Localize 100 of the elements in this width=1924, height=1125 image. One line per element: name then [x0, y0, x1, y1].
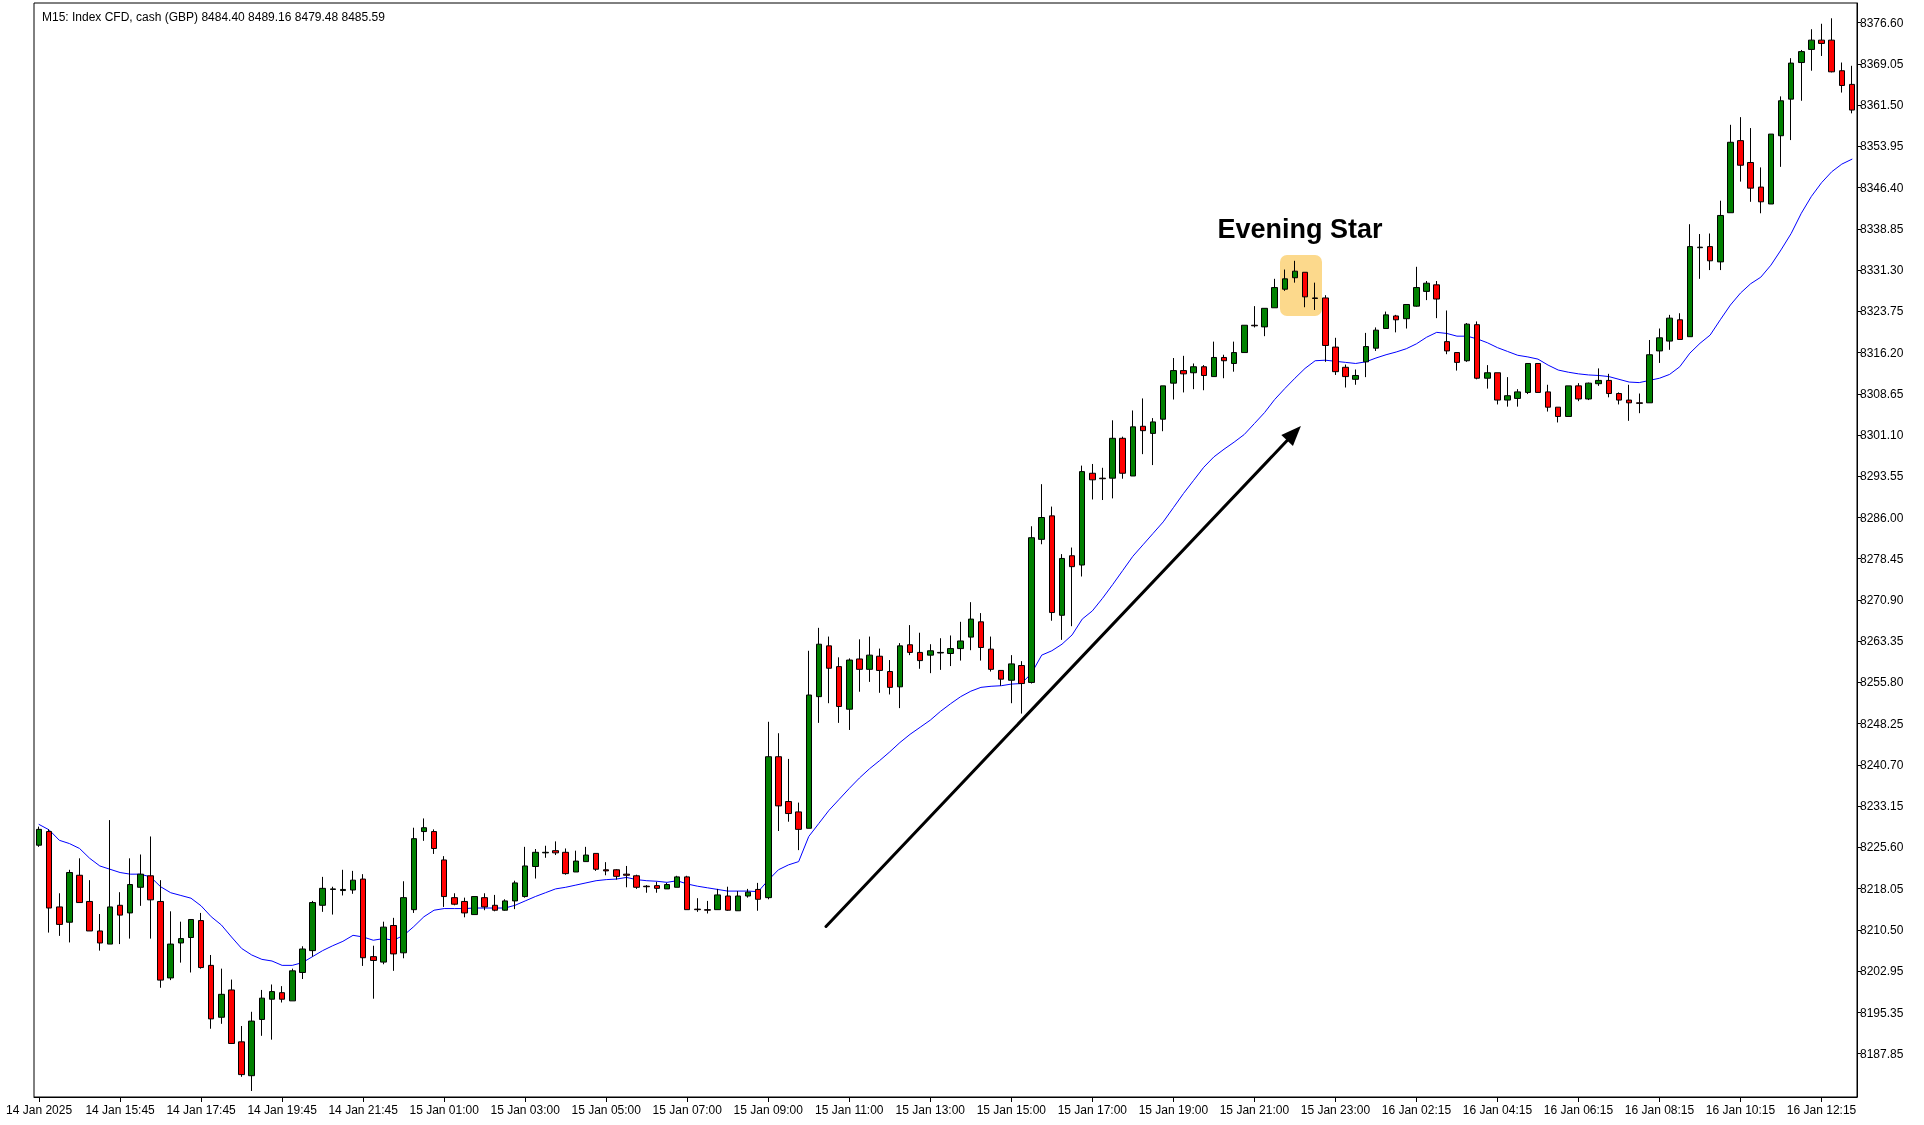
candlestick	[1393, 314, 1399, 333]
candlestick	[279, 985, 285, 1004]
candlestick	[1221, 354, 1227, 379]
candlestick	[937, 637, 944, 671]
candlestick	[350, 870, 356, 895]
candlestick	[1373, 326, 1379, 352]
candlestick	[633, 874, 640, 890]
x-tick-label: 16 Jan 10:15	[1705, 1103, 1776, 1117]
y-tick-label: 8346.40	[1860, 180, 1904, 195]
candlestick	[188, 918, 194, 973]
candlestick	[502, 898, 508, 912]
candlestick	[704, 900, 711, 914]
x-tick-label: 15 Jan 21:00	[1219, 1103, 1290, 1117]
candlestick	[461, 897, 468, 918]
candlestick	[1737, 116, 1744, 183]
x-tick-label: 16 Jan 04:15	[1462, 1103, 1533, 1117]
y-tick-label: 8195.35	[1860, 1005, 1904, 1020]
y-tick-label: 8278.45	[1860, 551, 1904, 566]
y-tick-label: 8225.60	[1860, 840, 1904, 855]
candlestick	[117, 891, 123, 945]
candlestick	[846, 657, 853, 731]
candlestick	[1049, 506, 1055, 622]
x-tick-label: 15 Jan 05:00	[571, 1103, 642, 1117]
candlestick	[208, 954, 214, 1030]
x-tick-label: 14 Jan 15:45	[85, 1103, 156, 1117]
x-tick-label: 14 Jan 21:45	[328, 1103, 399, 1117]
candlestick	[319, 876, 326, 913]
y-tick-label: 8248.25	[1860, 716, 1904, 731]
candlestick	[947, 634, 954, 667]
candlestick	[1008, 654, 1015, 704]
candlestick	[907, 624, 913, 656]
annotation: Evening Star	[1217, 214, 1383, 245]
x-tick-label: 15 Jan 13:00	[895, 1103, 966, 1117]
candlestick	[917, 632, 923, 670]
candlestick	[1575, 382, 1582, 402]
x-tick-label: 14 Jan 2025	[6, 1103, 73, 1117]
candlestick	[1079, 465, 1085, 577]
candlestick	[228, 979, 235, 1045]
candlestick	[583, 846, 589, 863]
candlestick	[1201, 364, 1207, 391]
candlestick	[441, 855, 447, 908]
candlestick	[340, 869, 346, 896]
y-tick-label: 8233.15	[1860, 799, 1904, 814]
y-tick-label: 8338.85	[1860, 221, 1904, 236]
candlestick	[613, 868, 620, 881]
candlestick	[481, 892, 488, 911]
text: M15: Index CFD, cash (GBP) 8484.40 8489.16 8479.48 8485.59	[42, 10, 386, 24]
candlestick	[1595, 367, 1602, 387]
candlestick	[1666, 314, 1673, 351]
candlestick	[1747, 127, 1754, 203]
candlestick	[694, 897, 701, 913]
candlestick	[1656, 328, 1663, 364]
candlestick	[1828, 17, 1835, 73]
candlestick	[1444, 310, 1450, 355]
candlestick	[1565, 385, 1572, 417]
x-tick-label: 15 Jan 23:00	[1300, 1103, 1371, 1117]
x-tick-label: 15 Jan 01:00	[409, 1103, 480, 1117]
candlestick	[1332, 337, 1339, 376]
candlestick	[1190, 362, 1197, 390]
candlestick	[1261, 307, 1268, 337]
candlestick	[56, 892, 63, 937]
y-tick-label: 8331.30	[1860, 263, 1904, 278]
candlestick	[785, 758, 792, 823]
candlestick	[573, 850, 579, 873]
candlestick	[1788, 57, 1794, 141]
candlestick	[1251, 305, 1258, 328]
candlestick	[1312, 282, 1318, 311]
candlestick	[1150, 417, 1156, 466]
candlestick	[1514, 388, 1521, 408]
candlestick	[492, 894, 498, 912]
candlestick	[542, 845, 549, 859]
candlestick	[1282, 269, 1288, 292]
candlestick	[603, 861, 609, 876]
candlestick	[1292, 260, 1298, 284]
x-tick-label: 16 Jan 12:15	[1786, 1103, 1857, 1117]
candlestick	[1059, 553, 1065, 641]
candlestick	[1606, 373, 1612, 398]
candlestick	[593, 852, 599, 872]
x-tick-label: 15 Jan 17:00	[1057, 1103, 1128, 1117]
candlestick	[1241, 324, 1248, 354]
candlestick	[97, 913, 103, 952]
candlestick	[178, 921, 184, 964]
candlestick	[471, 896, 478, 916]
candlestick	[1403, 303, 1410, 330]
candlestick	[46, 828, 52, 934]
candlestick	[1413, 266, 1420, 308]
candlestick	[1839, 62, 1845, 94]
y-tick-label: 8263.35	[1860, 634, 1904, 649]
candlestick	[1717, 200, 1724, 271]
x-tick-label: 16 Jan 02:15	[1381, 1103, 1452, 1117]
line-series	[38, 158, 1853, 966]
candlestick	[1555, 406, 1561, 423]
candlestick	[360, 873, 366, 967]
candlestick	[1160, 385, 1166, 432]
candlestick	[1464, 322, 1470, 363]
candlestick	[1687, 223, 1693, 338]
y-tick-label: 8270.90	[1860, 592, 1904, 607]
candlestick	[562, 847, 569, 876]
candlestick	[330, 886, 336, 916]
candlestick	[876, 648, 883, 694]
